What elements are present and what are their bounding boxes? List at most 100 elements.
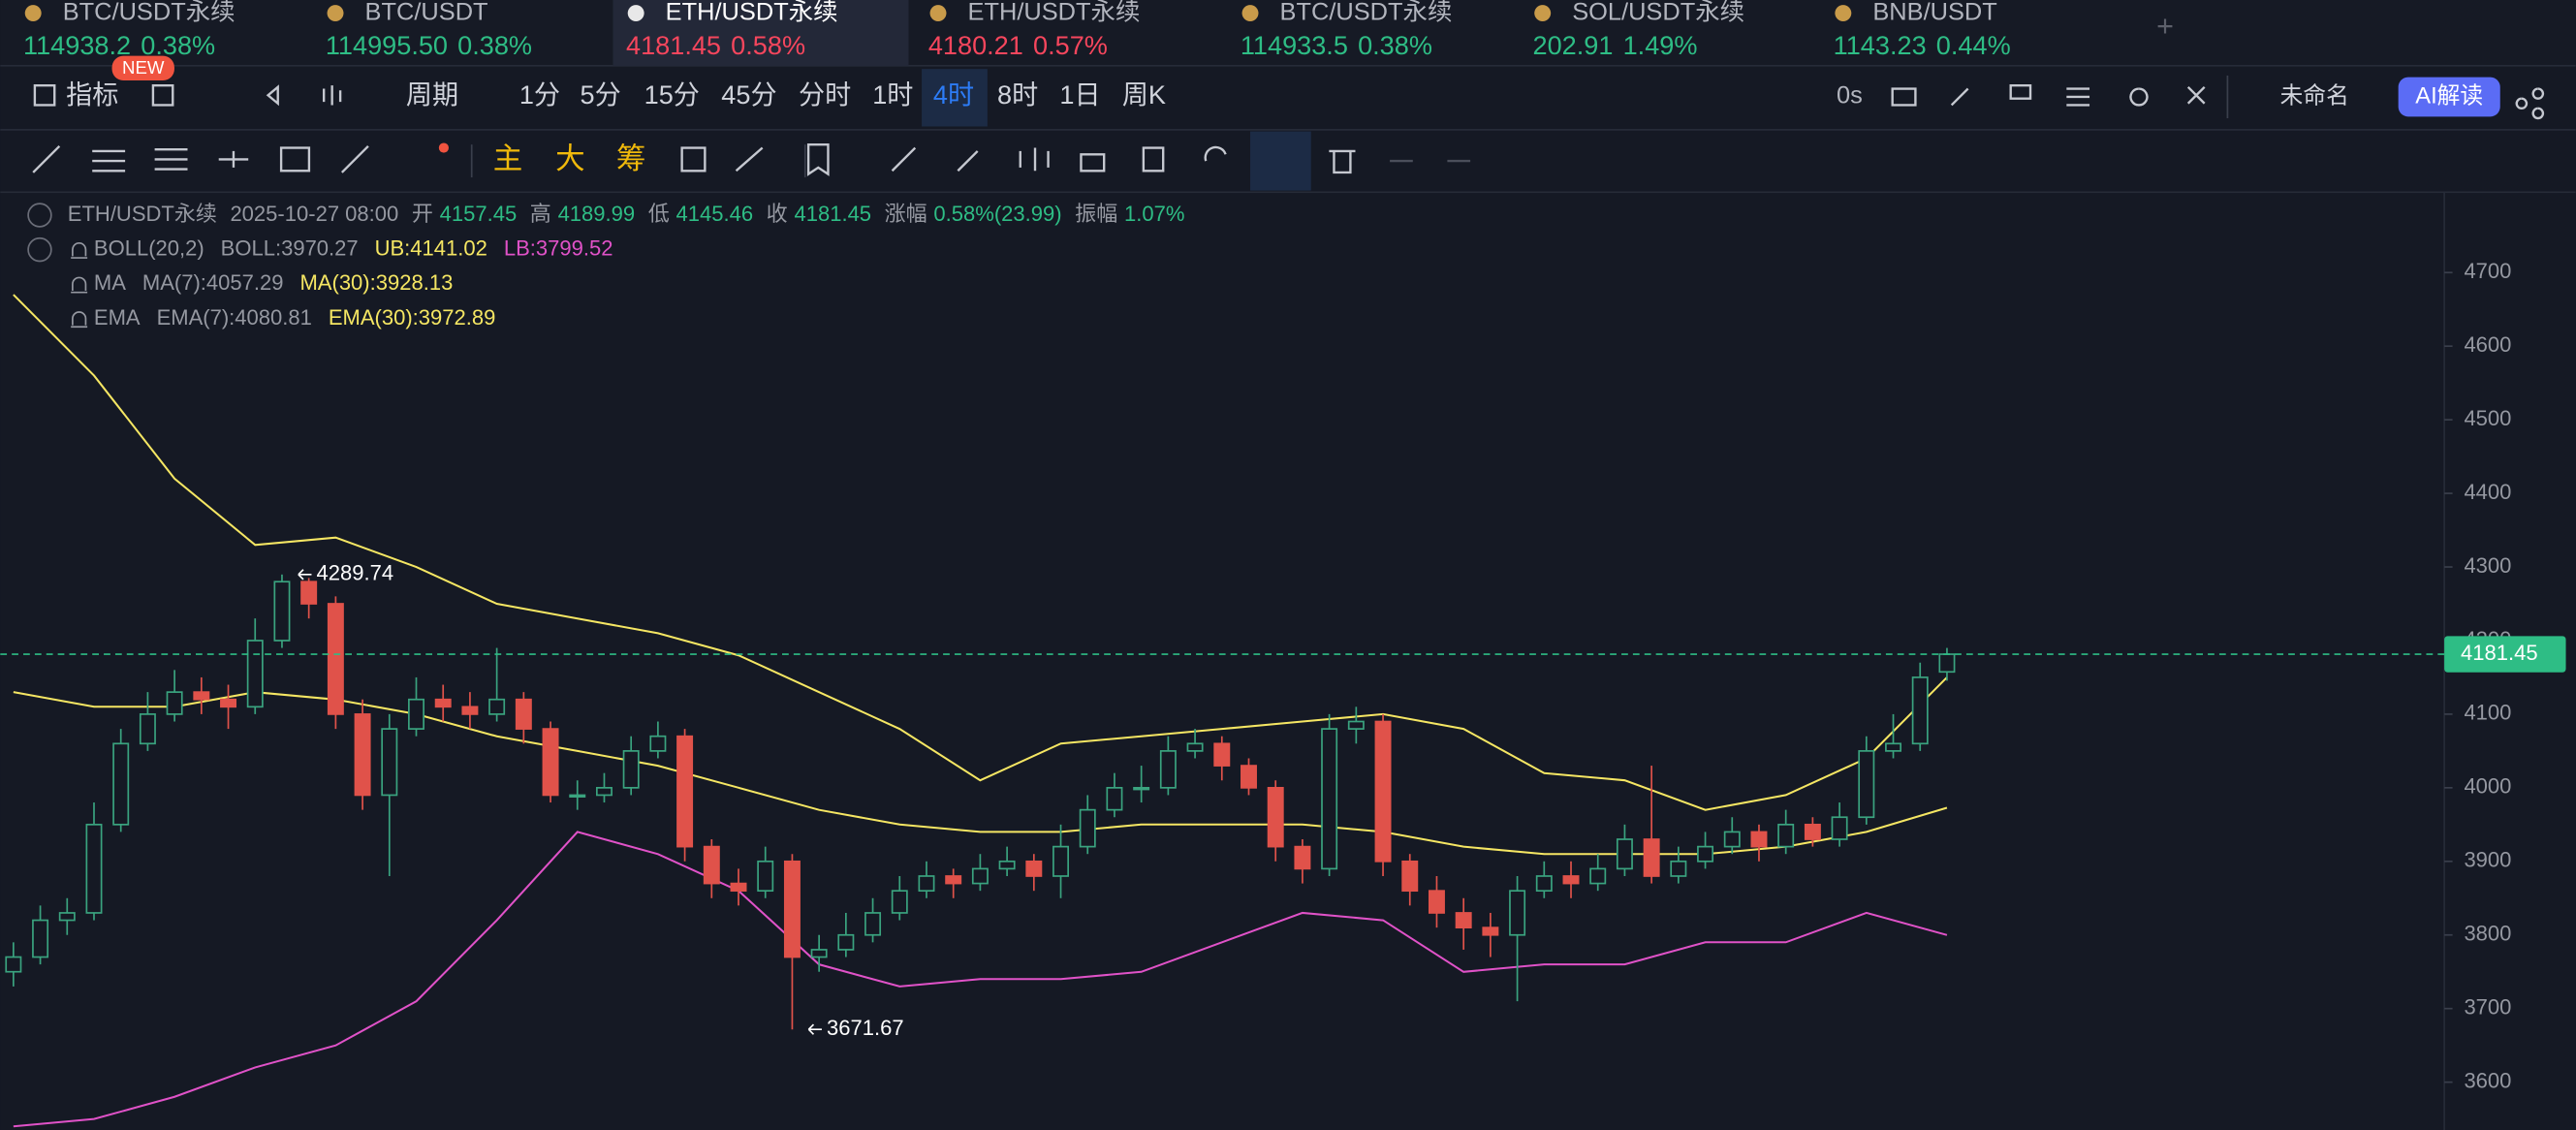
candle: [1455, 897, 1472, 950]
tab-name: ETH/USDT永续: [968, 0, 1141, 25]
candle: [1670, 846, 1687, 884]
y-tick-label: 3600: [2464, 1068, 2511, 1092]
candle: [1482, 912, 1499, 957]
tab[interactable]: BTC/USDT永续 114938.2 0.38%: [23, 0, 236, 60]
candle-body: [220, 698, 237, 708]
candle-body: [676, 735, 694, 848]
candle-body: [703, 845, 720, 885]
candle-body: [1831, 816, 1848, 840]
interval[interactable]: 1分: [519, 79, 560, 110]
interval[interactable]: 分时: [799, 79, 851, 110]
candle: [327, 596, 344, 730]
interval[interactable]: 1时: [872, 79, 913, 110]
candle-body: [139, 713, 156, 745]
candle-body: [1911, 676, 1929, 745]
tab-icon: [327, 5, 344, 22]
candle: [85, 802, 103, 921]
icon-set[interactable]: [680, 142, 1356, 176]
candle: [58, 897, 76, 935]
ai-button[interactable]: AI解读: [2415, 82, 2483, 109]
tab-quote: 114933.5 0.38%: [1241, 30, 1432, 60]
timer: 0s: [1837, 82, 1863, 110]
icon-horizontal[interactable]: [218, 150, 249, 168]
indicator-name: BOLL(20,2): [94, 235, 204, 260]
ai-button-bg[interactable]: [2398, 77, 2500, 117]
candle: [757, 846, 774, 898]
draw-tool[interactable]: 筹: [616, 142, 646, 175]
y-tick-label: 3700: [2464, 995, 2511, 1020]
candle-body: [1321, 728, 1338, 870]
tab-change: 0.38%: [141, 30, 215, 60]
candle: [783, 854, 801, 1030]
interval[interactable]: 15分: [644, 79, 700, 110]
icon-trendline[interactable]: [32, 144, 61, 173]
field-label: 低: [648, 202, 670, 226]
interval[interactable]: 1日: [1059, 79, 1100, 110]
candle-body: [1267, 787, 1284, 848]
candle-body: [1294, 845, 1311, 870]
tab-quote: 114995.50 0.38%: [326, 30, 532, 60]
tab[interactable]: BNB/USDT 1143.23 0.44%: [1834, 0, 2011, 60]
add-tab[interactable]: +: [2156, 10, 2174, 43]
candle-body: [1106, 787, 1123, 811]
candle: [246, 618, 264, 714]
badge: NEW: [122, 57, 165, 78]
candle-body: [542, 728, 559, 797]
tab-name: SOL/USDT永续: [1572, 0, 1744, 25]
layout-name[interactable]: 未命名: [2280, 82, 2349, 109]
interval[interactable]: 8时: [997, 79, 1038, 110]
candle-body: [1509, 890, 1526, 936]
bell-icon: [71, 311, 88, 329]
candle-body: [622, 750, 640, 789]
tab-price: 202.91: [1533, 30, 1614, 60]
tab[interactable]: ETH/USDT永续 4180.21 0.57%: [928, 0, 1141, 60]
tab[interactable]: ETH/USDT永续 4181.45 0.58%: [613, 0, 909, 66]
icon-rect[interactable]: [279, 146, 311, 173]
ohlc-legend: ETH/USDT永续 2025-10-27 08:00 开 4157.45 高 4189.…: [68, 202, 1185, 226]
icon-right[interactable]: [1839, 83, 2545, 120]
field-label: 收: [767, 202, 788, 226]
marker-arrow: [298, 569, 312, 581]
candle: [273, 574, 291, 648]
draw-tool[interactable]: 大: [555, 142, 585, 175]
interval[interactable]: 5分: [581, 79, 621, 110]
candle: [515, 692, 532, 744]
tab[interactable]: SOL/USDT永续 202.91 1.49%: [1533, 0, 1745, 60]
candle: [864, 897, 882, 943]
candle-body: [1241, 765, 1257, 789]
candle: [1885, 713, 1901, 759]
indicators-button[interactable]: 指标: [66, 79, 118, 110]
y-tick-label: 3800: [2464, 922, 2511, 946]
candle-body: [891, 890, 908, 914]
field-label: 振幅: [1075, 202, 1117, 226]
tab[interactable]: BTC/USDT永续 114933.5 0.38%: [1241, 0, 1453, 60]
candle: [5, 942, 22, 987]
candle-body: [1186, 742, 1204, 752]
candle: [810, 934, 828, 972]
candle: [649, 721, 667, 759]
icon-ray[interactable]: [340, 144, 369, 173]
active-tool-bg: [1250, 131, 1311, 191]
tab-quote: 1143.23 0.44%: [1834, 30, 2011, 60]
period-button[interactable]: 周期: [406, 79, 458, 110]
candle: [1777, 809, 1795, 855]
icon-fib[interactable]: [154, 148, 188, 171]
candle-body: [1589, 867, 1607, 885]
interval[interactable]: 周K: [1122, 79, 1166, 110]
candle: [1831, 802, 1848, 847]
interval[interactable]: 4时: [933, 79, 974, 110]
icon-toolbar[interactable]: [33, 83, 342, 107]
candle-body: [461, 706, 479, 715]
candle: [1562, 861, 1580, 898]
interval[interactable]: 45分: [721, 79, 776, 110]
candle-body: [381, 728, 398, 797]
candle-body: [730, 882, 747, 893]
tab[interactable]: BTC/USDT 114995.50 0.38%: [326, 0, 532, 60]
tab-change: 0.57%: [1033, 30, 1108, 60]
candle: [1589, 854, 1607, 892]
candle: [434, 684, 452, 722]
tab-change: 0.38%: [1358, 30, 1432, 60]
icon-parallel[interactable]: [92, 149, 126, 173]
bell-icon: [71, 276, 88, 294]
draw-tool[interactable]: 主: [493, 142, 523, 175]
